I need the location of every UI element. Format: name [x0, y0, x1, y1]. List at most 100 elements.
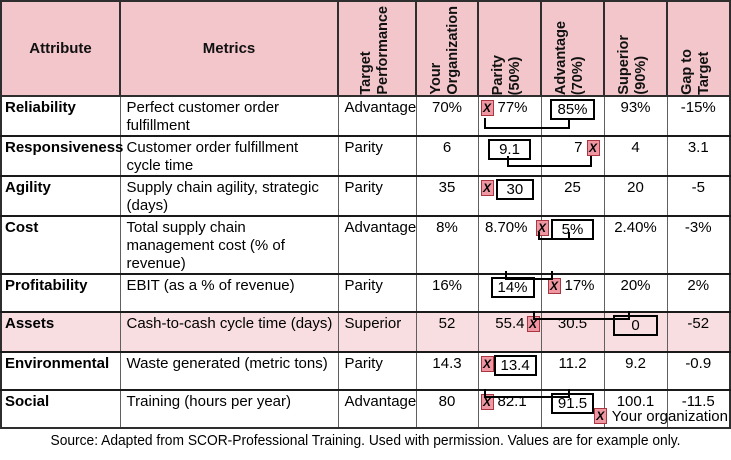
gap-cell: 2% [666, 273, 731, 313]
your-org-marker-legend: X [593, 408, 607, 424]
gap-cell: -11.5 [666, 389, 731, 429]
target-box: 0 [613, 315, 658, 336]
header-advantage: Advantage (70%) [540, 0, 605, 97]
target-performance-cell: Parity [337, 135, 417, 177]
header-target-performance: Target Performance [337, 0, 417, 97]
table-row-reliability: Reliability Perfect customer order fulfi… [0, 95, 731, 137]
metric-cell: Perfect customer order fulfillment [119, 95, 339, 137]
target-performance-cell: Advantage [337, 95, 417, 137]
your-org-cell: 16% [415, 273, 479, 313]
gap-cell: -3% [666, 215, 731, 275]
parity-cell: X 77% [477, 95, 542, 137]
your-org-cell: 70% [415, 95, 479, 137]
table-row-social: Social Training (hours per year) Advanta… [0, 389, 731, 429]
target-performance-cell: Superior [337, 311, 417, 353]
target-performance-cell: Parity [337, 351, 417, 391]
table-row-environmental: Environmental Waste generated (metric to… [0, 351, 731, 391]
metric-cell: Total supply chain management cost (% of… [119, 215, 339, 275]
table-row-cost: Cost Total supply chain management cost … [0, 215, 731, 275]
target-box: 14% [490, 277, 535, 298]
target-performance-cell: Advantage [337, 389, 417, 429]
target-box: 5% [550, 219, 595, 240]
header-row: Attribute Metrics Target Performance Your… [0, 0, 731, 97]
target-performance-cell: Parity [337, 175, 417, 217]
advantage-cell: 25 [540, 175, 605, 217]
attribute-cell: Social [0, 389, 121, 429]
attribute-cell: Cost [0, 215, 121, 275]
connector-line [507, 156, 592, 167]
target-performance-cell: Advantage [337, 215, 417, 275]
parity-cell: 8.70% X [477, 215, 549, 275]
gap-cell: 3.1 [666, 135, 731, 177]
your-org-marker: X [480, 180, 494, 196]
your-org-cell: 52 [415, 311, 479, 353]
table-row-agility: Agility Supply chain agility, strategic … [0, 175, 731, 217]
cell-value: 8.70% [484, 219, 528, 236]
advantage-cell: 5% [540, 215, 605, 275]
connector-line [484, 118, 570, 129]
advantage-cell: X 17% [540, 273, 605, 313]
cell-value: 77% [497, 99, 528, 116]
parity-cell: X 30 [477, 175, 542, 217]
superior-cell: 4 [603, 135, 668, 177]
header-metrics: Metrics [119, 0, 339, 97]
cell-value: 17% [564, 277, 595, 294]
header-attribute: Attribute [0, 0, 121, 97]
your-org-cell: 80 [415, 389, 479, 429]
superior-cell: 0 [603, 311, 668, 353]
legend-label: Your organization [611, 408, 728, 425]
source-caption: Source: Adapted from SCOR-Professional T… [50, 432, 681, 449]
attribute-cell: Environmental [0, 351, 121, 391]
header-parity: Parity (50%) [477, 0, 542, 97]
metric-cell: Customer order fulfillment cycle time [119, 135, 339, 177]
metric-cell: EBIT (as a % of revenue) [119, 273, 339, 313]
header-superior: Superior (90%) [603, 0, 668, 97]
your-org-marker: X [480, 100, 494, 116]
your-org-cell: 8% [415, 215, 479, 275]
superior-cell: 100.1 [603, 389, 668, 429]
superior-cell: 9.2 [603, 351, 668, 391]
header-your-organization: Your Organization [415, 0, 479, 97]
legend: X Your organization [593, 408, 728, 425]
gap-cell: -5 [666, 175, 731, 217]
target-box: 91.5 [550, 393, 595, 414]
your-org-cell: 14.3 [415, 351, 479, 391]
advantage-cell: 11.2 [540, 351, 605, 391]
your-org-marker: X [547, 278, 561, 294]
connector-line [533, 311, 630, 320]
parity-cell: 9.1 [477, 135, 542, 177]
your-org-cell: 6 [415, 135, 479, 177]
superior-cell: 2.40% [603, 215, 668, 275]
header-gap-to-target: Gap to Target [666, 0, 731, 97]
superior-cell: 20 [603, 175, 668, 217]
target-box: 13.4 [493, 355, 537, 376]
your-org-marker: X [480, 356, 494, 372]
table-row-responsiveness: Responsiveness Customer order fulfillmen… [0, 135, 731, 177]
parity-cell: 14% [477, 273, 542, 313]
advantage-cell: 85% [540, 95, 605, 137]
target-performance-cell: Parity [337, 273, 417, 313]
connector-line [484, 389, 570, 398]
metric-cell: Supply chain agility, strategic (days) [119, 175, 339, 217]
parity-cell: 55.4 X [477, 311, 542, 353]
target-box: 85% [550, 99, 595, 120]
target-box: 30 [495, 179, 535, 200]
your-org-marker: X [526, 316, 540, 332]
target-box: 9.1 [488, 139, 531, 160]
cell-value: 7 [574, 139, 583, 156]
table-row-profitability: Profitability EBIT (as a % of revenue) P… [0, 273, 731, 313]
table-row-assets: Assets Cash-to-cash cycle time (days) Su… [0, 311, 731, 353]
attribute-cell: Agility [0, 175, 121, 217]
parity-cell: X 13.4 [477, 351, 542, 391]
superior-cell: 93% [603, 95, 668, 137]
gap-cell: -52 [666, 311, 731, 353]
attribute-cell: Responsiveness [0, 135, 123, 177]
benchmark-table: Attribute Metrics Target Performance Your… [0, 0, 731, 429]
gap-cell: -15% [666, 95, 731, 137]
attribute-cell: Reliability [0, 95, 121, 137]
superior-cell: 20% [603, 273, 668, 313]
cell-value: 55.4 [495, 315, 525, 332]
gap-cell: -0.9 [666, 351, 731, 391]
advantage-cell: 30.5 [540, 311, 605, 353]
